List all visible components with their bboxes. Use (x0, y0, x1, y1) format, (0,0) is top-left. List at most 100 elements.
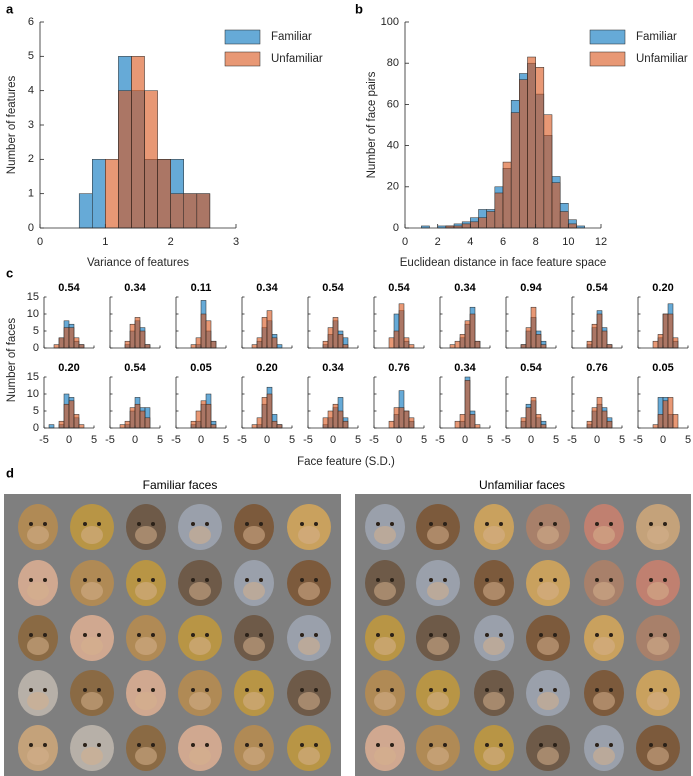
face-eye (191, 633, 195, 637)
face-eye (649, 522, 653, 526)
face-eye (245, 578, 249, 582)
face-eye (97, 688, 101, 692)
face-eye (609, 743, 613, 747)
face-eye (429, 633, 433, 637)
bar (195, 410, 202, 429)
face-eye (649, 688, 653, 692)
y-tick-label: 15 (27, 291, 39, 303)
face-eye (191, 522, 195, 526)
face-eye (609, 522, 613, 526)
p-value: 0.05 (652, 362, 673, 374)
bar (271, 337, 278, 349)
bar (520, 417, 527, 429)
face-eye (429, 578, 433, 582)
face-eye (245, 688, 249, 692)
bar (124, 420, 131, 429)
bar (586, 420, 593, 429)
group-title: Familiar faces (143, 478, 218, 492)
bar (657, 334, 664, 349)
bar (337, 410, 344, 429)
p-value: 0.34 (124, 282, 146, 294)
face-eye (137, 522, 141, 526)
bar (129, 323, 136, 349)
x-tick-label: 0 (462, 434, 468, 446)
x-tick-label: 0 (37, 236, 43, 248)
face-eye (663, 688, 667, 692)
bar (470, 221, 479, 229)
face-eye (205, 743, 209, 747)
bar (144, 417, 151, 429)
face-muzzle (537, 526, 559, 544)
face-muzzle (243, 582, 265, 600)
face-muzzle (483, 526, 505, 544)
face-eye (314, 688, 318, 692)
y-tick-label: 5 (33, 405, 39, 417)
x-tick-label: -5 (237, 434, 247, 446)
face-eye (191, 578, 195, 582)
bar (662, 400, 669, 429)
face-muzzle (647, 747, 669, 765)
x-tick-label: 5 (157, 434, 163, 446)
x-tick-label: -5 (435, 434, 445, 446)
face-muzzle (243, 747, 265, 765)
face-muzzle (483, 582, 505, 600)
legend-swatch (224, 29, 261, 45)
face-eye (205, 578, 209, 582)
face-eye (553, 578, 557, 582)
legend-swatch (224, 51, 261, 67)
bar (190, 420, 197, 429)
face-muzzle (27, 692, 49, 710)
bar (408, 417, 415, 429)
bar (551, 182, 561, 229)
face-eye (609, 688, 613, 692)
bar (266, 310, 273, 349)
face-muzzle (81, 526, 103, 544)
x-tick-label: 5 (91, 434, 97, 446)
bar (322, 340, 329, 349)
face-eye (314, 743, 318, 747)
bar (652, 424, 659, 429)
legend-label: Familiar (636, 31, 677, 43)
y-tick-label: 2 (28, 153, 34, 165)
face-muzzle (135, 582, 157, 600)
x-tick-label: -5 (105, 434, 115, 446)
face-eye (553, 633, 557, 637)
bar (449, 344, 456, 349)
bar (478, 217, 487, 229)
x-tick-label: -5 (39, 434, 49, 446)
face-eye (151, 633, 155, 637)
face-muzzle (593, 582, 615, 600)
bar (144, 344, 151, 349)
x-tick-label: -5 (567, 434, 577, 446)
face-muzzle (81, 692, 103, 710)
face-muzzle (537, 747, 559, 765)
face-eye (137, 578, 141, 582)
bar (535, 67, 545, 229)
bar (196, 193, 211, 229)
face-eye (443, 688, 447, 692)
face-eye (443, 633, 447, 637)
x-tick-label: -5 (369, 434, 379, 446)
panel-label: c (6, 265, 13, 280)
bar (667, 397, 674, 429)
face-eye (553, 522, 557, 526)
face-eye (539, 743, 543, 747)
face-eye (595, 578, 599, 582)
legend-swatch (589, 29, 626, 45)
face-eye (539, 688, 543, 692)
face-eye (595, 688, 599, 692)
face-eye (376, 578, 380, 582)
y-tick-label: 4 (28, 85, 34, 97)
face-eye (595, 633, 599, 637)
bar (530, 397, 537, 429)
bar (474, 424, 481, 429)
bar (543, 114, 553, 229)
face-eye (245, 743, 249, 747)
face-muzzle (427, 747, 449, 765)
p-value: 0.20 (652, 282, 673, 294)
face-muzzle (483, 637, 505, 655)
bar (559, 211, 569, 229)
y-tick-label: 1 (28, 188, 34, 200)
face-eye (485, 743, 489, 747)
